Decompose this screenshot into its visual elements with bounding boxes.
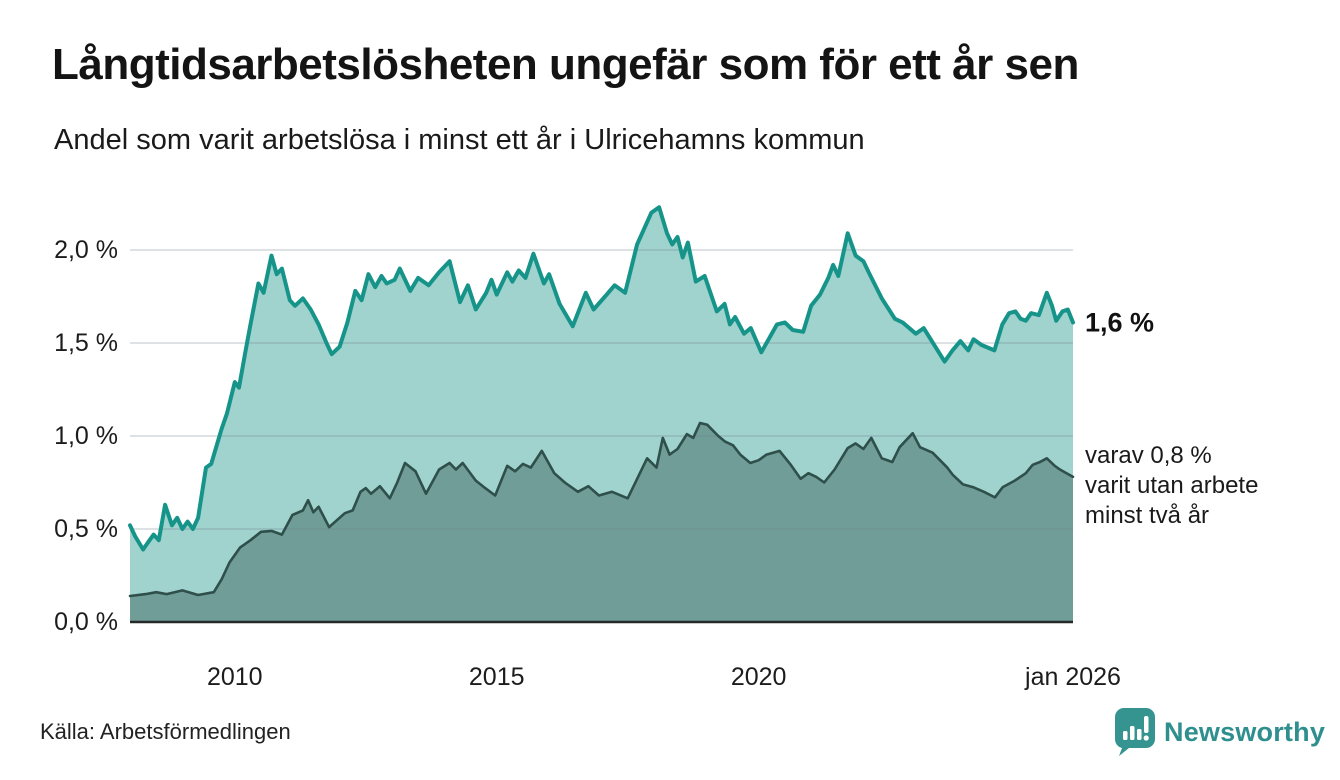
newsworthy-logo-icon: [1114, 708, 1155, 756]
x-axis-tick-label: 2020: [730, 663, 787, 691]
source-note: Källa: Arbetsförmedlingen: [40, 719, 291, 744]
x-axis-tick-label: 2010: [206, 663, 263, 691]
newsworthy-logo-text: Newsworthy: [1164, 716, 1326, 747]
y-axis-tick-label: 2,0 %: [54, 236, 118, 264]
x-axis-tick-label: 2015: [468, 663, 525, 691]
y-axis-tick-label: 1,5 %: [54, 329, 118, 357]
y-axis-tick-label: 0,5 %: [54, 515, 118, 543]
area-two-years: [130, 423, 1073, 622]
y-axis-tick-label: 0,0 %: [54, 608, 118, 636]
end-value-label: 1,6 %: [1085, 307, 1155, 338]
newsworthy-logo: Newsworthy: [1114, 707, 1325, 757]
y-axis-tick-label: 1,0 %: [54, 422, 118, 450]
line-two-years: [128, 421, 1075, 598]
series-note-label: varav 0,8 % varit utan arbete minst två …: [1085, 442, 1259, 530]
x-axis-tick-label: jan 2026: [1025, 663, 1121, 691]
line-one-year: [128, 205, 1075, 552]
chart-subtitle: Andel som varit arbetslösa i minst ett å…: [54, 124, 865, 156]
page-title: Långtidsarbetslösheten ungefär som för e…: [52, 40, 1079, 89]
